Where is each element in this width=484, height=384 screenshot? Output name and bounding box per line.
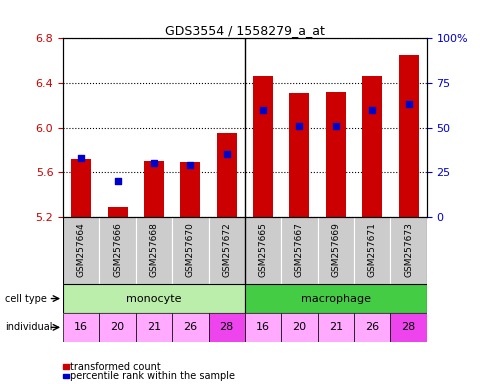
Bar [390, 217, 426, 284]
Bar [136, 217, 172, 284]
Text: percentile rank within the sample: percentile rank within the sample [70, 371, 235, 381]
Text: 16: 16 [74, 322, 88, 333]
Bar [317, 313, 353, 342]
Point [404, 101, 411, 108]
Bar [107, 207, 127, 217]
Text: GSM257671: GSM257671 [367, 222, 376, 277]
Bar [144, 161, 164, 217]
Bar [244, 217, 281, 284]
Text: cell type: cell type [5, 293, 46, 304]
Point [222, 151, 230, 157]
Text: 21: 21 [147, 322, 161, 333]
Bar [281, 217, 317, 284]
Text: 28: 28 [401, 322, 415, 333]
Point [186, 162, 194, 168]
Bar [244, 284, 426, 313]
Text: GSM257666: GSM257666 [113, 222, 122, 277]
Text: macrophage: macrophage [300, 293, 370, 304]
Bar [71, 159, 91, 217]
Bar [289, 93, 309, 217]
Text: GSM257670: GSM257670 [185, 222, 195, 277]
Bar [353, 217, 390, 284]
Text: 21: 21 [328, 322, 342, 333]
Bar [362, 76, 381, 217]
Bar [136, 313, 172, 342]
Text: GSM257667: GSM257667 [294, 222, 303, 277]
Bar [180, 162, 200, 217]
Point [331, 123, 339, 129]
Bar [63, 284, 244, 313]
Text: GSM257673: GSM257673 [403, 222, 412, 277]
Point [295, 123, 303, 129]
Text: GSM257665: GSM257665 [258, 222, 267, 277]
Bar [253, 76, 272, 217]
Text: individual: individual [5, 322, 52, 333]
Bar [63, 313, 99, 342]
Point [258, 107, 266, 113]
Text: 28: 28 [219, 322, 233, 333]
Bar [99, 313, 136, 342]
Point [113, 178, 121, 184]
Point [150, 161, 157, 167]
Bar [99, 217, 136, 284]
Bar [208, 217, 244, 284]
Text: GSM257669: GSM257669 [331, 222, 340, 277]
Bar [281, 313, 317, 342]
Text: transformed count: transformed count [70, 362, 161, 372]
Bar [172, 313, 208, 342]
Bar [63, 217, 99, 284]
Text: 26: 26 [183, 322, 197, 333]
Bar [353, 313, 390, 342]
Text: GSM257664: GSM257664 [76, 222, 86, 277]
Title: GDS3554 / 1558279_a_at: GDS3554 / 1558279_a_at [165, 24, 324, 37]
Text: 20: 20 [292, 322, 306, 333]
Text: GSM257668: GSM257668 [149, 222, 158, 277]
Text: 26: 26 [364, 322, 378, 333]
Bar [208, 313, 244, 342]
Text: 20: 20 [110, 322, 124, 333]
Bar [325, 92, 345, 217]
Point [77, 155, 85, 161]
Bar [216, 133, 236, 217]
Bar [244, 313, 281, 342]
Text: GSM257672: GSM257672 [222, 222, 231, 277]
Bar [390, 313, 426, 342]
Text: monocyte: monocyte [126, 293, 182, 304]
Point [368, 107, 376, 113]
Bar [317, 217, 353, 284]
Text: 16: 16 [256, 322, 270, 333]
Bar [172, 217, 208, 284]
Bar [398, 55, 418, 217]
